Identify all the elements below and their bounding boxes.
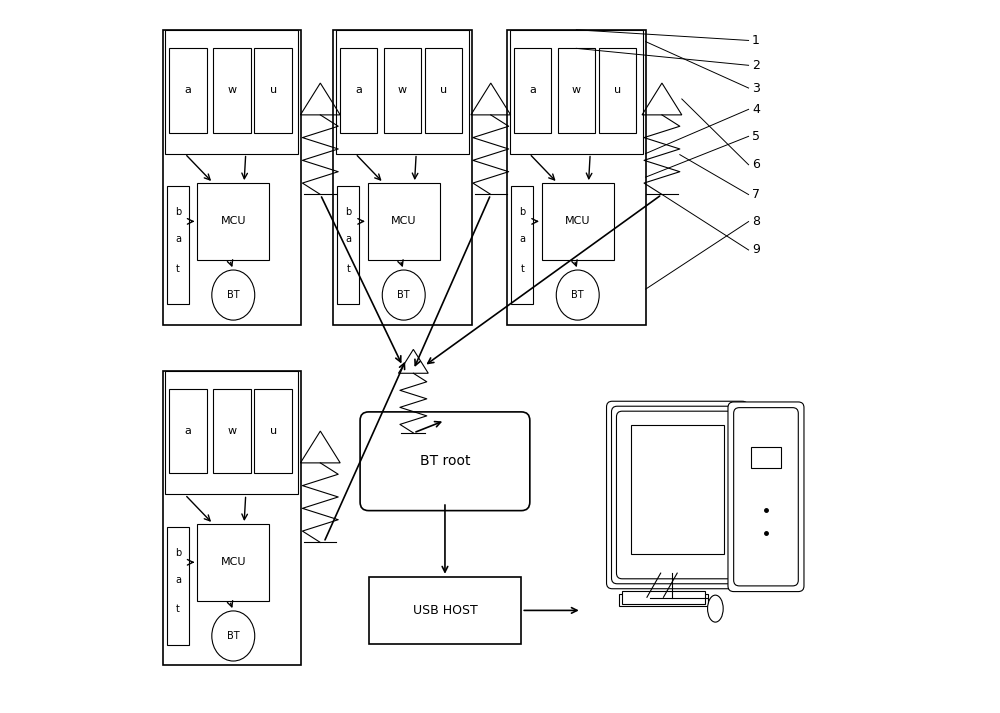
Ellipse shape <box>708 595 723 622</box>
Text: b: b <box>175 548 181 558</box>
FancyBboxPatch shape <box>607 401 748 589</box>
Bar <box>167 186 189 304</box>
Bar <box>599 48 636 133</box>
Bar <box>384 48 421 133</box>
Text: a: a <box>185 86 192 96</box>
Text: w: w <box>227 426 237 436</box>
Text: BT root: BT root <box>420 454 470 468</box>
Bar <box>169 389 207 473</box>
Ellipse shape <box>382 270 425 320</box>
Text: a: a <box>529 86 536 96</box>
Text: a: a <box>175 575 181 585</box>
Text: BT: BT <box>571 290 584 300</box>
Ellipse shape <box>556 270 599 320</box>
Bar <box>165 30 298 153</box>
Text: b: b <box>175 207 181 217</box>
Text: u: u <box>270 86 277 96</box>
Text: t: t <box>176 605 180 615</box>
Bar <box>514 48 551 133</box>
Text: 1: 1 <box>752 34 760 47</box>
Text: 9: 9 <box>752 243 760 257</box>
Bar <box>333 30 472 324</box>
Bar <box>751 447 781 468</box>
Bar <box>340 48 377 133</box>
Bar <box>197 524 269 600</box>
Text: MCU: MCU <box>221 558 246 568</box>
Bar <box>507 30 646 324</box>
Text: u: u <box>440 86 447 96</box>
Text: 6: 6 <box>752 158 760 171</box>
Text: u: u <box>270 426 277 436</box>
Bar <box>337 186 359 304</box>
Bar <box>425 48 462 133</box>
Text: a: a <box>175 234 181 244</box>
FancyBboxPatch shape <box>360 412 530 511</box>
Text: MCU: MCU <box>391 216 416 227</box>
Bar <box>165 371 298 495</box>
Text: BT: BT <box>397 290 410 300</box>
FancyBboxPatch shape <box>619 594 708 607</box>
Text: 7: 7 <box>752 188 760 201</box>
Bar <box>631 426 724 554</box>
Ellipse shape <box>212 611 255 661</box>
Text: 8: 8 <box>752 215 760 228</box>
Bar <box>213 389 251 473</box>
Bar <box>369 577 521 644</box>
Text: 3: 3 <box>752 81 760 95</box>
Text: MCU: MCU <box>565 216 590 227</box>
Text: 5: 5 <box>752 130 760 143</box>
Text: BT: BT <box>227 290 240 300</box>
Text: t: t <box>176 264 180 274</box>
Bar <box>254 48 292 133</box>
Bar <box>197 183 269 260</box>
FancyBboxPatch shape <box>734 408 798 586</box>
Text: a: a <box>355 86 362 96</box>
Bar <box>558 48 595 133</box>
Text: u: u <box>614 86 621 96</box>
Text: USB HOST: USB HOST <box>413 604 477 617</box>
Text: t: t <box>520 264 524 274</box>
FancyBboxPatch shape <box>622 591 705 604</box>
FancyBboxPatch shape <box>612 406 743 584</box>
Bar <box>510 30 643 153</box>
Text: w: w <box>227 86 237 96</box>
Text: 2: 2 <box>752 58 760 72</box>
Bar <box>542 183 614 260</box>
Text: w: w <box>398 86 407 96</box>
Text: MCU: MCU <box>221 216 246 227</box>
Bar <box>254 389 292 473</box>
Text: t: t <box>346 264 350 274</box>
Bar <box>368 183 440 260</box>
FancyBboxPatch shape <box>728 402 804 592</box>
Text: 4: 4 <box>752 103 760 116</box>
Text: w: w <box>572 86 581 96</box>
Text: a: a <box>345 234 351 244</box>
Bar <box>511 186 533 304</box>
Ellipse shape <box>212 270 255 320</box>
FancyBboxPatch shape <box>616 411 738 579</box>
Bar <box>163 371 301 665</box>
Text: b: b <box>345 207 351 217</box>
Text: a: a <box>519 234 525 244</box>
Bar <box>169 48 207 133</box>
Bar <box>336 30 469 153</box>
Bar <box>163 30 301 324</box>
Text: BT: BT <box>227 631 240 641</box>
Text: a: a <box>185 426 192 436</box>
Text: b: b <box>519 207 525 217</box>
Bar <box>213 48 251 133</box>
Bar <box>167 527 189 645</box>
